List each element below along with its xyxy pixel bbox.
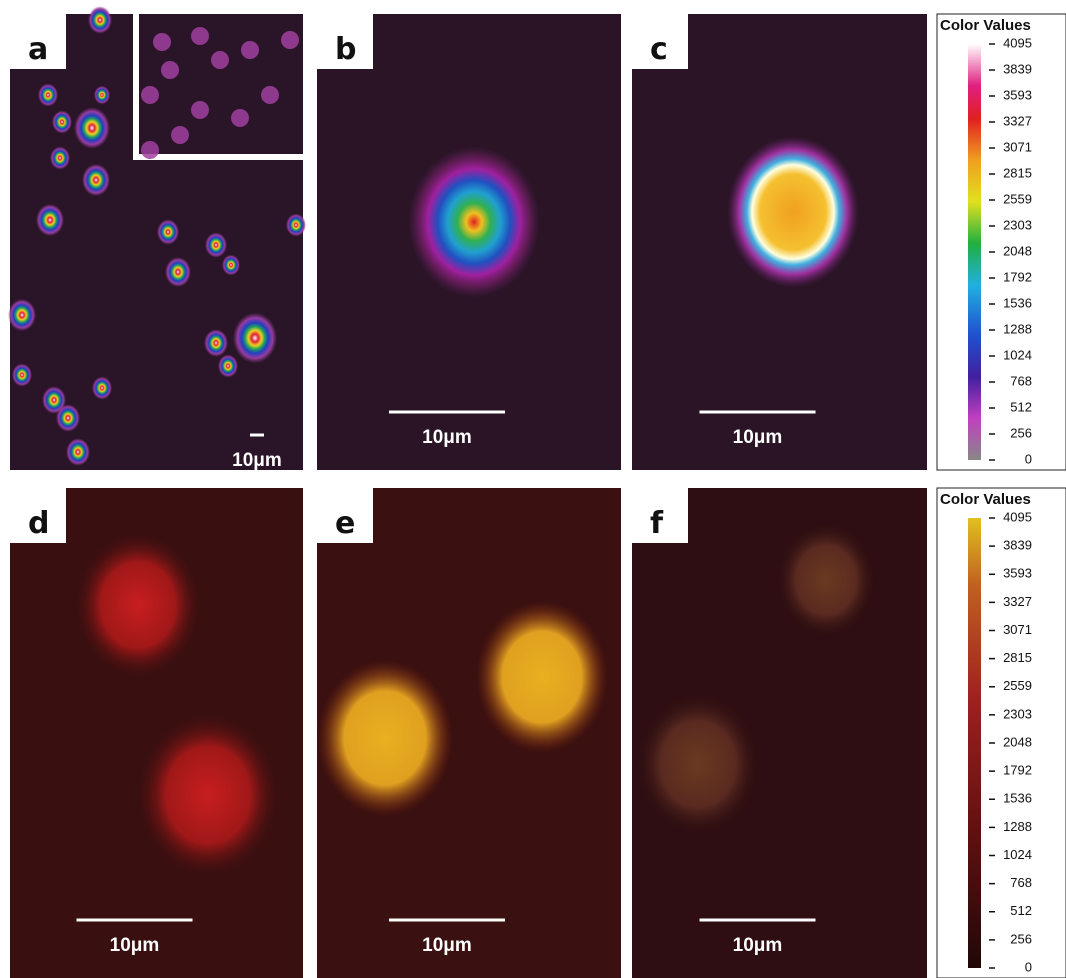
cell [727, 136, 859, 288]
cell [36, 204, 64, 236]
tick-label: 2048 [1003, 734, 1032, 749]
panel-label: b [335, 32, 356, 67]
tick-label: 256 [1010, 425, 1032, 440]
tick-label: 1536 [1003, 295, 1032, 310]
figure: a 10μm b 10μm c 10μm d 10μm e 10μm f 10μm Color Valu… [0, 0, 1066, 978]
cell [231, 109, 249, 127]
cell [317, 660, 453, 816]
cell [776, 523, 876, 638]
tick-label: 256 [1010, 931, 1032, 946]
tick-label: 3593 [1003, 87, 1032, 102]
color-bar-panel [937, 488, 1066, 978]
cell [94, 86, 110, 104]
tick-label: 3593 [1003, 566, 1032, 581]
cell [141, 86, 159, 104]
tick-label: 2815 [1003, 165, 1032, 180]
tick-label: 1288 [1003, 321, 1032, 336]
tick-label: 0 [1025, 451, 1032, 466]
cell [153, 33, 171, 51]
scale-bar-label: 10μm [232, 450, 282, 471]
color-bar-panel [937, 14, 1066, 470]
cell [52, 111, 72, 134]
tick-label: 3839 [1003, 538, 1032, 553]
cell [38, 84, 58, 107]
scale-bar-label: 10μm [733, 935, 783, 956]
cell [191, 27, 209, 45]
tick-label: 2559 [1003, 678, 1032, 693]
tick-label: 2303 [1003, 217, 1032, 232]
tick-label: 3071 [1003, 622, 1032, 637]
cell [211, 51, 229, 69]
tick-label: 2303 [1003, 706, 1032, 721]
cell [205, 232, 227, 257]
cell [408, 146, 540, 298]
cell [8, 299, 36, 331]
tick-label: 512 [1010, 399, 1032, 414]
cell [233, 313, 277, 364]
color-bar [968, 44, 981, 460]
color-bar-title: Color Values [940, 17, 1031, 34]
cell [157, 219, 179, 244]
tick-label: 4095 [1003, 509, 1032, 524]
cell [82, 164, 110, 196]
tick-label: 2815 [1003, 650, 1032, 665]
cell [66, 438, 90, 466]
panel-label: a [28, 32, 48, 67]
tick-label: 1024 [1003, 847, 1032, 862]
tick-label: 4095 [1003, 35, 1032, 50]
color-bar [968, 518, 981, 968]
cell [12, 364, 32, 387]
tick-label: 1792 [1003, 763, 1032, 778]
scale-bar-label: 10μm [422, 935, 472, 956]
cell [171, 126, 189, 144]
cell [218, 355, 238, 378]
tick-label: 1536 [1003, 791, 1032, 806]
color-bar-title: Color Values [940, 491, 1031, 508]
cell [165, 257, 191, 287]
tick-label: 512 [1010, 903, 1032, 918]
cell [204, 329, 228, 357]
cell [191, 101, 209, 119]
cell [88, 6, 112, 34]
panel-label: e [335, 506, 355, 541]
cell [281, 31, 299, 49]
scale-bar-label: 10μm [733, 427, 783, 448]
cell [76, 534, 200, 677]
scale-bar-label: 10μm [110, 935, 160, 956]
tick-label: 3327 [1003, 594, 1032, 609]
cell [74, 107, 110, 148]
cell [222, 255, 240, 276]
tick-label: 1024 [1003, 347, 1032, 362]
cell [56, 404, 80, 432]
cell [241, 41, 259, 59]
tick-label: 0 [1025, 959, 1032, 974]
tick-label: 768 [1010, 373, 1032, 388]
cell [50, 147, 70, 170]
tick-label: 3071 [1003, 139, 1032, 154]
panel-label: f [650, 506, 664, 541]
tick-label: 768 [1010, 875, 1032, 890]
tick-label: 2559 [1003, 191, 1032, 206]
tick-label: 1792 [1003, 269, 1032, 284]
panel-label: d [28, 506, 49, 541]
cell [138, 715, 278, 876]
cell [636, 693, 760, 836]
cell [476, 601, 608, 753]
tick-label: 1288 [1003, 819, 1032, 834]
tick-label: 3327 [1003, 113, 1032, 128]
cell [92, 377, 112, 400]
tick-label: 3839 [1003, 61, 1032, 76]
panel-label: c [650, 32, 668, 67]
tick-label: 2048 [1003, 243, 1032, 258]
cell [141, 141, 159, 159]
cell [261, 86, 279, 104]
scale-bar-label: 10μm [422, 427, 472, 448]
cell [286, 214, 306, 237]
cell [161, 61, 179, 79]
